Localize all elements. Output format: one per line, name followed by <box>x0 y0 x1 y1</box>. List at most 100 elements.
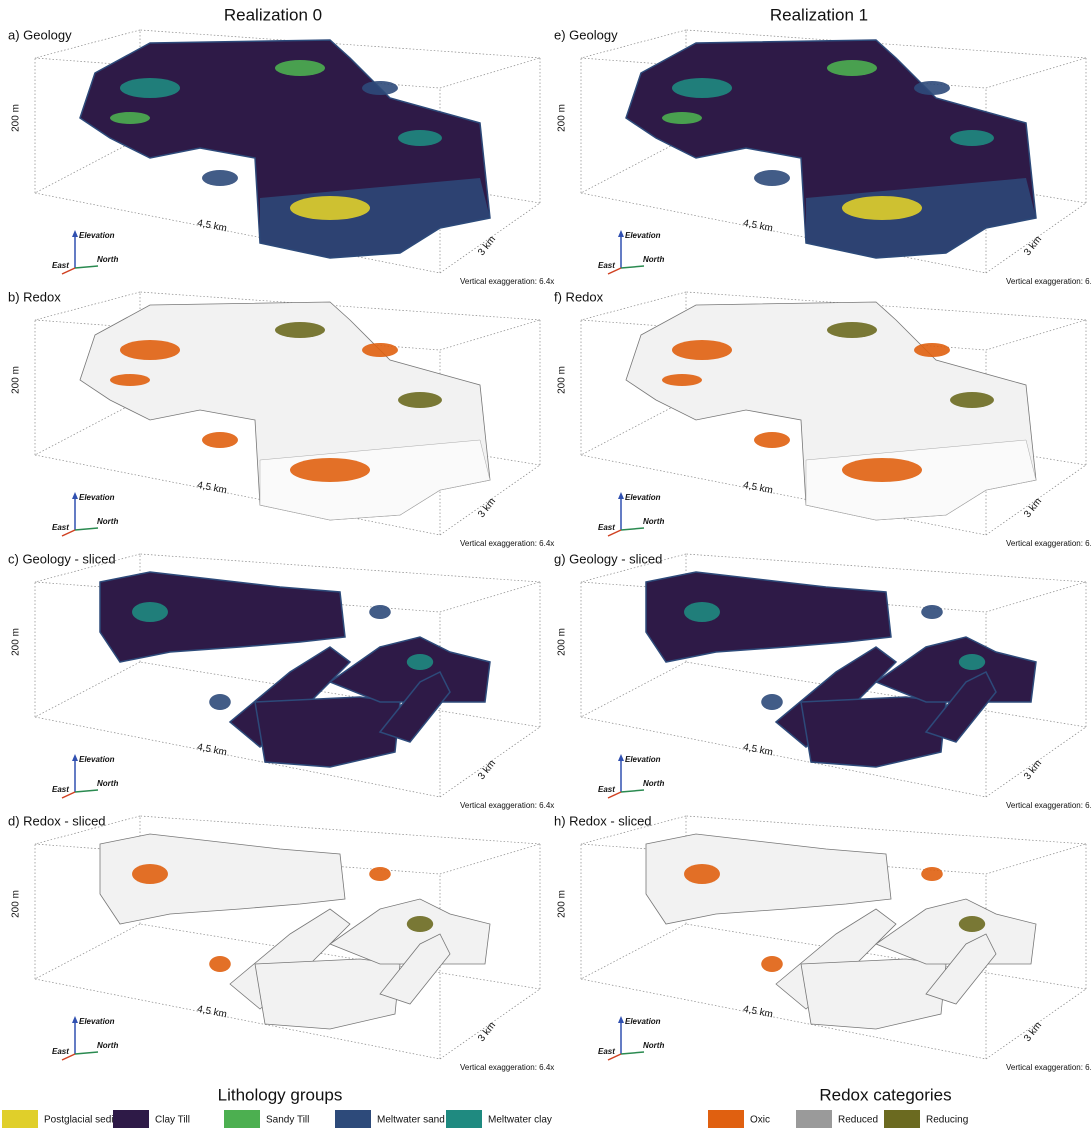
arrow-head <box>618 492 624 499</box>
length-scale: 4,5 km <box>742 480 774 497</box>
north-label: North <box>643 1041 664 1050</box>
facies-patch <box>362 81 398 95</box>
model-volume <box>801 959 946 1029</box>
exaggeration-note: Vertical exaggeration: 6.4x <box>1006 539 1091 548</box>
north-label: North <box>97 779 118 788</box>
elevation-label: Elevation <box>79 1017 115 1026</box>
panel-label: g) Geology - sliced <box>554 551 662 566</box>
vertical-scale: 200 m <box>11 628 22 656</box>
box-edge <box>440 844 540 874</box>
vertical-scale: 200 m <box>557 890 568 918</box>
east-label: East <box>598 1047 615 1056</box>
legend-label: Oxic <box>750 1115 770 1126</box>
exaggeration-note: Vertical exaggeration: 6.4x <box>460 539 554 548</box>
exaggeration-note: Vertical exaggeration: 6.4x <box>1006 1063 1091 1072</box>
facies-patch <box>914 343 950 357</box>
facies-patch <box>120 340 180 360</box>
legend-swatch <box>446 1110 482 1128</box>
arrow-head <box>72 230 78 237</box>
legend-swatch <box>2 1110 38 1128</box>
panel: h) Redox - sliced200 m4,5 km3 kmVertical… <box>554 813 1091 1072</box>
facies-patch <box>362 343 398 357</box>
legend-label: Meltwater clay <box>488 1115 552 1126</box>
facies-patch <box>959 916 985 932</box>
facies-patch <box>369 867 391 881</box>
exaggeration-note: Vertical exaggeration: 6.4x <box>460 277 554 286</box>
exaggeration-note: Vertical exaggeration: 6.4x <box>1006 801 1091 810</box>
north-arrow <box>75 790 98 792</box>
depth-scale: 3 km <box>476 758 498 782</box>
elevation-label: Elevation <box>79 493 115 502</box>
east-label: East <box>598 261 615 270</box>
panel-label: a) Geology <box>8 27 72 42</box>
facies-patch <box>950 392 994 408</box>
facies-patch <box>209 956 231 972</box>
facies-patch <box>290 196 370 220</box>
panel: c) Geology - sliced 200 m 4,5 km 3 km Vertic… <box>8 551 554 810</box>
column-title: Realization 1 <box>770 5 868 24</box>
depth-scale: 3 km <box>476 1020 498 1044</box>
model-volume <box>255 697 400 767</box>
exaggeration-note: Vertical exaggeration: 6.4x <box>460 801 554 810</box>
elevation-label: Elevation <box>79 755 115 764</box>
model-volume <box>646 572 891 662</box>
panel: f) Redox200 m4,5 km3 kmVertical exaggera… <box>554 289 1091 548</box>
vertical-scale: 200 m <box>11 890 22 918</box>
depth-scale: 3 km <box>1022 496 1044 520</box>
box-edge <box>581 924 686 979</box>
legend-title: Lithology groups <box>218 1085 343 1104</box>
box-edge <box>986 58 1086 88</box>
facies-patch <box>369 605 391 619</box>
legend-swatch <box>884 1110 920 1128</box>
east-label: East <box>598 785 615 794</box>
facies-patch <box>275 60 325 76</box>
east-label: East <box>52 1047 69 1056</box>
legend-swatch <box>796 1110 832 1128</box>
facies-patch <box>132 864 168 884</box>
legend-label: Clay Till <box>155 1115 190 1126</box>
length-scale: 4,5 km <box>196 480 228 497</box>
north-label: North <box>643 255 664 264</box>
facies-patch <box>950 130 994 146</box>
panel-label: d) Redox - sliced <box>8 813 106 828</box>
exaggeration-note: Vertical exaggeration: 6.4x <box>1006 277 1091 286</box>
model-volume <box>646 834 891 924</box>
box-edge <box>440 582 540 612</box>
model-volume <box>801 697 946 767</box>
facies-patch <box>959 654 985 670</box>
column-title: Realization 0 <box>224 5 322 24</box>
length-scale: 4,5 km <box>742 742 774 759</box>
arrow-head <box>618 1016 624 1023</box>
legend-swatch <box>224 1110 260 1128</box>
facies-patch <box>684 864 720 884</box>
legend-swatch <box>335 1110 371 1128</box>
elevation-label: Elevation <box>625 755 661 764</box>
facies-patch <box>672 340 732 360</box>
facies-patch <box>921 867 943 881</box>
model-volume <box>330 637 490 702</box>
east-label: East <box>52 523 69 532</box>
elevation-label: Elevation <box>625 231 661 240</box>
legend-swatch <box>113 1110 149 1128</box>
model-volume <box>255 959 400 1029</box>
east-label: East <box>52 785 69 794</box>
facies-patch <box>754 170 790 186</box>
facies-patch <box>202 170 238 186</box>
depth-scale: 3 km <box>1022 1020 1044 1044</box>
facies-patch <box>761 694 783 710</box>
length-scale: 4,5 km <box>196 742 228 759</box>
box-edge <box>35 924 140 979</box>
facies-patch <box>662 112 702 124</box>
facies-patch <box>209 694 231 710</box>
legend-swatch <box>708 1110 744 1128</box>
facies-patch <box>407 916 433 932</box>
box-edge <box>35 400 140 455</box>
panel-label: c) Geology - sliced <box>8 551 116 566</box>
facies-patch <box>275 322 325 338</box>
panel-label: f) Redox <box>554 289 604 304</box>
facies-patch <box>290 458 370 482</box>
facies-patch <box>407 654 433 670</box>
panel-label: b) Redox <box>8 289 61 304</box>
legend-label: Meltwater sand <box>377 1115 445 1126</box>
